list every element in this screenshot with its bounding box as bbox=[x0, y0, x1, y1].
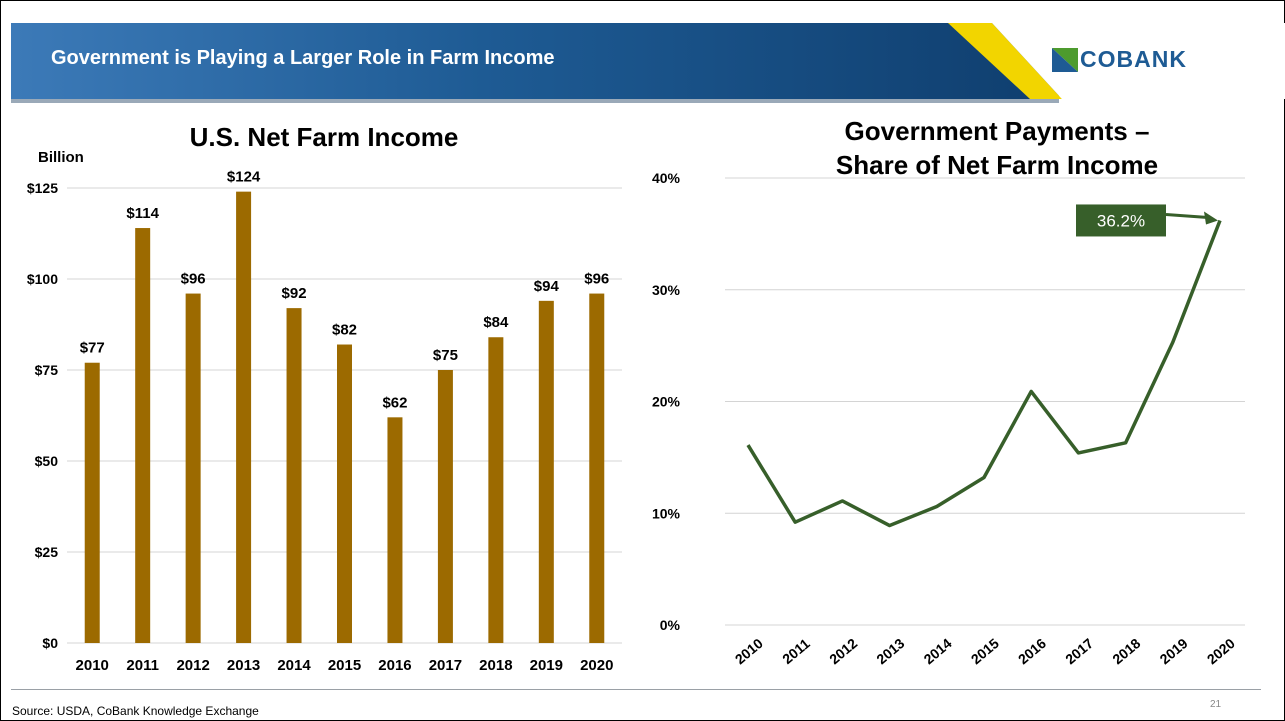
chart2-xtick-label: 2013 bbox=[873, 635, 907, 667]
chart1-bar bbox=[84, 362, 100, 643]
cobank-leaf-icon bbox=[1052, 48, 1078, 72]
page-number: 21 bbox=[1210, 699, 1222, 710]
chart1-data-label: $82 bbox=[332, 322, 357, 339]
chart1-data-label: $96 bbox=[584, 271, 609, 288]
header-shadow bbox=[11, 99, 1059, 103]
chart1-ytick-label: $100 bbox=[27, 271, 58, 287]
chart1-data-label: $114 bbox=[126, 205, 159, 222]
chart1-xtick-label: 2011 bbox=[126, 657, 159, 674]
net-farm-income-chart: U.S. Net Farm Income Billion $77 $114 $96 $… bbox=[27, 122, 622, 674]
chart2-ytick-label: 20% bbox=[652, 394, 681, 410]
chart2-xtick-label: 2018 bbox=[1109, 635, 1143, 667]
chart2-xtick-label: 2011 bbox=[779, 635, 813, 667]
chart1-bar bbox=[286, 308, 302, 643]
chart1-data-label: $96 bbox=[181, 271, 206, 288]
chart1-xtick-label: 2017 bbox=[429, 657, 462, 674]
chart2-xtick-label: 2012 bbox=[826, 635, 860, 667]
chart1-xtick-label: 2010 bbox=[76, 657, 109, 674]
cobank-logo: COBANK bbox=[1040, 28, 1270, 88]
chart2-xtick-label: 2016 bbox=[1015, 635, 1049, 667]
chart1-xtick-label: 2016 bbox=[378, 657, 411, 674]
chart2-ytick-label: 10% bbox=[652, 505, 681, 521]
chart1-bar bbox=[437, 370, 453, 643]
callout-arrowhead bbox=[1204, 211, 1218, 225]
chart1-data-label: $92 bbox=[282, 285, 307, 302]
chart1-ytick-label: $50 bbox=[35, 453, 59, 469]
chart2-ytick-label: 40% bbox=[652, 170, 681, 186]
chart1-bar bbox=[538, 300, 554, 643]
chart1-ytick-label: $125 bbox=[27, 180, 58, 196]
chart1-xtick-label: 2012 bbox=[176, 657, 209, 674]
header-accent-stripes bbox=[948, 23, 1285, 99]
header-accent-white bbox=[992, 23, 1285, 99]
chart2-xtick-label: 2015 bbox=[968, 635, 1002, 667]
chart1-xtick-label: 2013 bbox=[227, 657, 260, 674]
header-accent-yellow bbox=[948, 23, 1062, 99]
cobank-logo-text: COBANK bbox=[1080, 46, 1187, 72]
callout-arrow-line bbox=[1165, 212, 1209, 219]
chart1-ylabel: Billion bbox=[38, 149, 84, 166]
government-payments-share-chart: Government Payments – Share of Net Farm … bbox=[652, 116, 1245, 667]
chart1-bar bbox=[185, 293, 201, 643]
chart1-bar bbox=[589, 293, 605, 643]
chart1-bar bbox=[236, 191, 252, 643]
chart2-xtick-label: 2020 bbox=[1204, 635, 1238, 667]
chart1-data-label: $75 bbox=[433, 347, 458, 364]
chart1-data-label: $62 bbox=[382, 394, 407, 411]
chart2-xtick-label: 2017 bbox=[1062, 635, 1096, 667]
chart1-ytick-label: $75 bbox=[35, 362, 59, 378]
chart1-ytick-label: $0 bbox=[42, 635, 58, 651]
slide-title: Government is Playing a Larger Role in F… bbox=[51, 47, 555, 69]
footer-rule bbox=[11, 689, 1261, 690]
chart1-data-label: $124 bbox=[227, 169, 261, 186]
chart1-data-label: $94 bbox=[534, 278, 560, 295]
chart2-title-line2: Share of Net Farm Income bbox=[836, 150, 1158, 180]
chart1-data-label: $84 bbox=[483, 314, 509, 331]
chart1-ytick-label: $25 bbox=[35, 544, 59, 560]
chart2-title-line1: Government Payments – bbox=[845, 116, 1150, 146]
chart2-xtick-label: 2010 bbox=[732, 635, 766, 667]
callout-box bbox=[1076, 204, 1166, 237]
chart2-xtick-label: 2014 bbox=[921, 635, 955, 667]
chart1-xtick-label: 2018 bbox=[479, 657, 512, 674]
chart1-xtick-label: 2019 bbox=[530, 657, 563, 674]
chart1-bar bbox=[337, 344, 352, 643]
chart2-xtick-label: 2019 bbox=[1157, 635, 1191, 667]
chart1-bar bbox=[135, 228, 151, 643]
chart1-xtick-label: 2020 bbox=[580, 657, 613, 674]
chart1-bar bbox=[387, 417, 403, 643]
chart1-bar bbox=[488, 337, 504, 643]
share-series-line bbox=[746, 219, 1222, 528]
slide-header: Government is Playing a Larger Role in F… bbox=[11, 23, 1059, 99]
chart1-xtick-label: 2015 bbox=[328, 657, 361, 674]
chart1-title: U.S. Net Farm Income bbox=[190, 122, 459, 152]
chart2-ytick-label: 30% bbox=[652, 282, 681, 298]
source-note: Source: USDA, CoBank Knowledge Exchange bbox=[12, 704, 259, 718]
chart1-data-label: $77 bbox=[80, 340, 105, 357]
chart1-xtick-label: 2014 bbox=[277, 657, 311, 674]
callout-label: 36.2% bbox=[1097, 211, 1145, 230]
chart2-ytick-label: 0% bbox=[660, 617, 681, 633]
